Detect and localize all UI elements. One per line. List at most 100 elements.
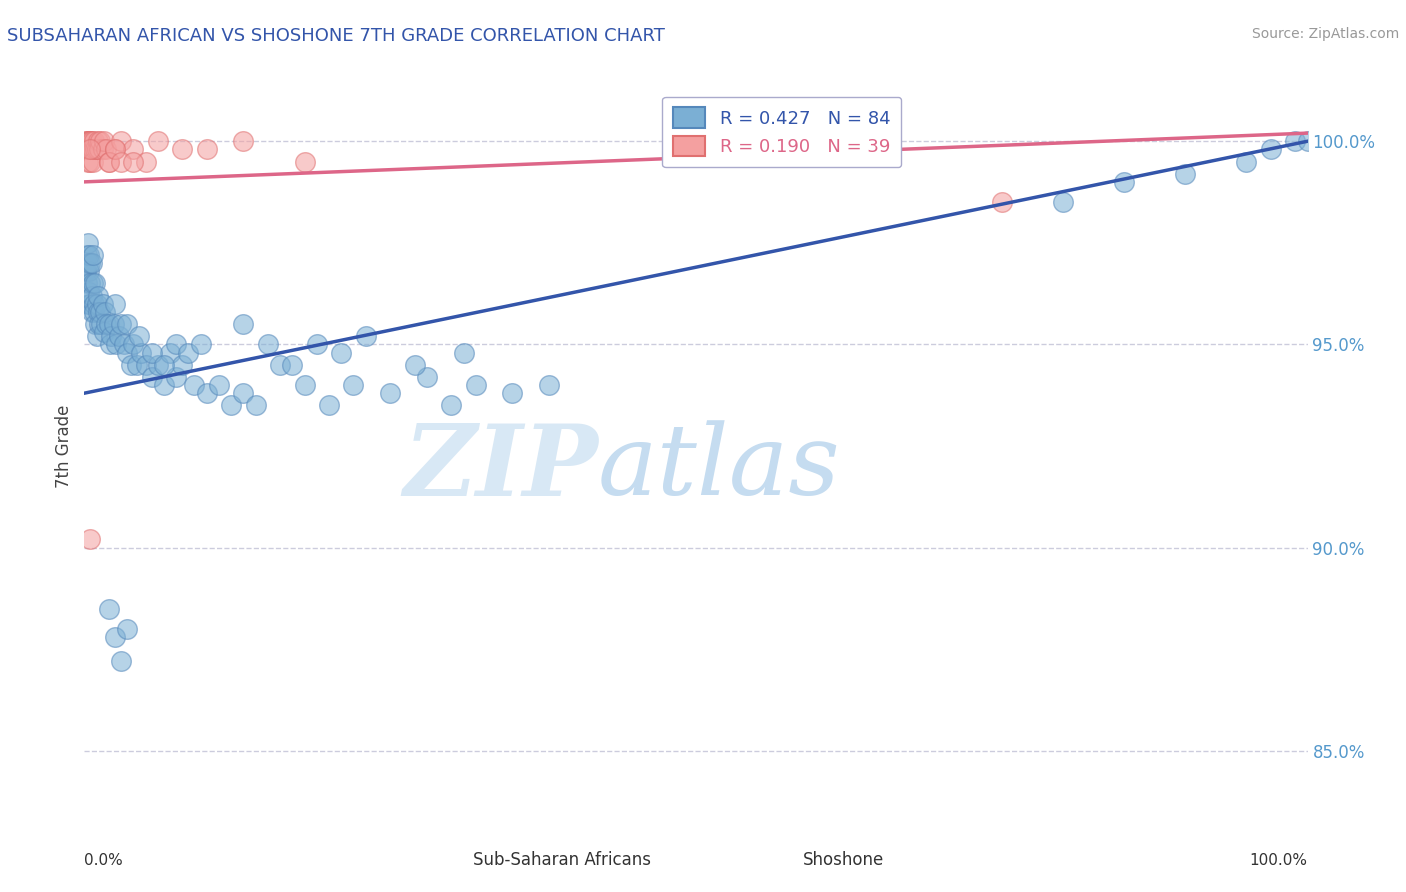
Point [80,288,103,302]
Point [76,142,98,156]
Point [76,134,98,148]
Point [991,195,1014,210]
Text: Shoshone: Shoshone [803,851,884,869]
Point [107,329,129,343]
Point [84,317,107,331]
Point [404,358,426,372]
Point [1174,167,1197,181]
Point [79,277,101,291]
Point [380,386,402,401]
Point [98,337,121,351]
Point [110,154,132,169]
Point [294,154,316,169]
Point [100,329,122,343]
Point [79,142,101,156]
Point [208,378,231,392]
Point [190,337,212,351]
Point [79,256,101,270]
Point [135,358,157,372]
Point [146,134,169,148]
Point [1260,142,1282,156]
Point [195,386,218,401]
Point [183,378,205,392]
Point [86,297,108,311]
Point [84,142,107,156]
Point [172,358,194,372]
Point [79,134,101,148]
Point [91,142,114,156]
Point [83,134,105,148]
Point [77,256,100,270]
Point [84,277,107,291]
Point [104,297,127,311]
Text: Source: ZipAtlas.com: Source: ZipAtlas.com [1251,27,1399,41]
Point [122,154,145,169]
Point [153,358,176,372]
Point [464,378,486,392]
Point [79,154,101,169]
Point [115,622,138,636]
Point [96,317,118,331]
Point [80,142,103,156]
Point [330,345,353,359]
Point [93,325,115,339]
Point [146,358,169,372]
Point [87,288,110,302]
Text: 0.0%: 0.0% [84,854,124,868]
Point [318,398,340,412]
Point [77,285,100,299]
Point [75,264,97,278]
Y-axis label: 7th Grade: 7th Grade [55,404,73,488]
Point [82,142,104,156]
Point [122,337,145,351]
Point [77,297,100,311]
Point [87,134,110,148]
Point [354,329,377,343]
Point [83,305,105,319]
Point [87,142,110,156]
Point [195,142,218,156]
Point [97,154,120,169]
Point [342,378,364,392]
Point [76,248,98,262]
Point [172,142,194,156]
Point [104,630,127,644]
Point [77,134,100,148]
Point [77,142,100,156]
Point [82,277,104,291]
Point [305,337,328,351]
Point [141,370,163,384]
Point [77,264,100,278]
Point [87,317,110,331]
Point [177,345,200,359]
Point [110,654,132,668]
Point [128,329,150,343]
Point [115,317,138,331]
Point [80,305,103,319]
Point [103,317,125,331]
Point [76,277,98,291]
Point [269,358,291,372]
Point [104,142,127,156]
Point [112,337,135,351]
Point [89,305,111,319]
Point [245,398,267,412]
Point [165,370,187,384]
Point [159,345,181,359]
Point [82,154,104,169]
Text: atlas: atlas [598,420,841,516]
Point [141,345,163,359]
Point [281,358,304,372]
Point [453,345,475,359]
Point [97,317,120,331]
Point [232,317,254,331]
Point [125,358,148,372]
Point [86,329,108,343]
Point [75,134,97,148]
Point [104,142,127,156]
Point [110,317,132,331]
Point [96,142,118,156]
Point [77,142,100,156]
Point [97,154,120,169]
Point [1052,195,1074,210]
